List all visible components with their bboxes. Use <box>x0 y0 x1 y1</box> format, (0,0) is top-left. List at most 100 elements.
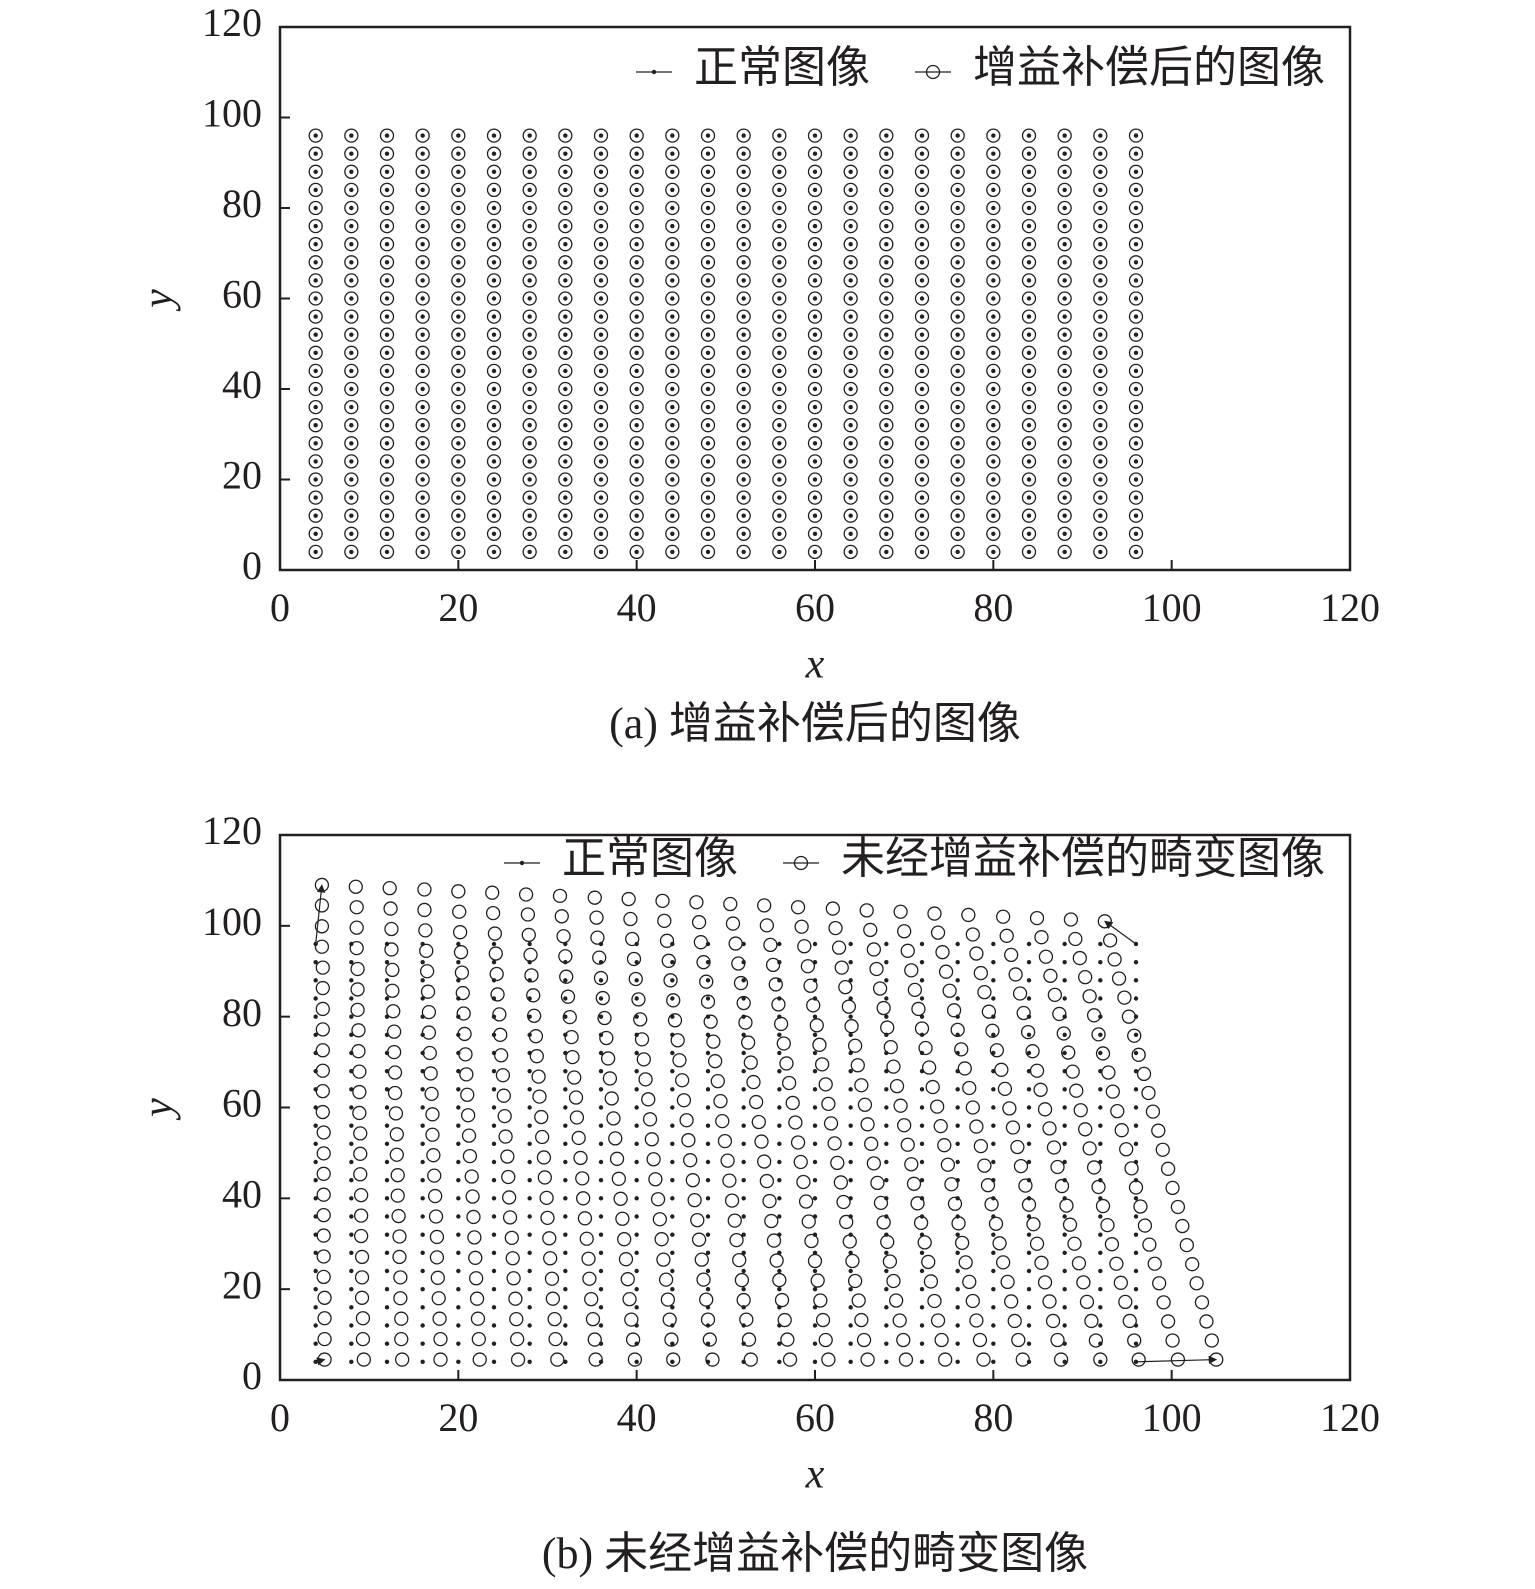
circle-point <box>751 1114 766 1130</box>
circle-point <box>558 309 573 324</box>
circle-point <box>879 381 894 397</box>
circle-point <box>995 1255 1011 1270</box>
dot-point <box>1026 513 1032 518</box>
circle-point <box>720 1153 735 1168</box>
circle-point <box>602 1071 618 1086</box>
dot-point <box>598 1087 604 1092</box>
dot-point <box>919 1159 925 1165</box>
dot-point <box>1062 513 1067 518</box>
circle-point <box>863 922 878 938</box>
circle-point <box>415 237 430 252</box>
circle-point <box>843 146 858 161</box>
circle-point <box>415 399 430 415</box>
circle-point <box>700 544 716 560</box>
dot-point <box>1062 151 1067 156</box>
circle-point <box>522 363 537 379</box>
circle-point <box>1018 1178 1033 1193</box>
y-tick-label: 100 <box>202 91 262 136</box>
dot-point <box>991 513 996 518</box>
circle-point <box>914 146 930 161</box>
circle-point <box>729 1232 744 1248</box>
circle-point <box>1021 381 1037 397</box>
circle-point <box>498 1129 513 1144</box>
y-tick-label: 0 <box>242 1353 262 1398</box>
circle-point <box>486 381 502 397</box>
dot-point <box>741 223 746 229</box>
dot-point <box>884 1323 889 1328</box>
dot-point <box>955 133 960 138</box>
circle-point <box>812 1037 827 1052</box>
dot-point <box>384 459 390 464</box>
dot-point <box>456 423 461 428</box>
x-tick-label: 100 <box>1142 585 1202 630</box>
dot-point <box>491 332 497 337</box>
dot-point <box>955 1087 960 1092</box>
x-axis-label: x <box>805 1452 825 1498</box>
circle-point <box>558 291 573 306</box>
dot-point <box>955 1159 960 1165</box>
dot-point <box>919 368 925 374</box>
dot-point <box>313 205 318 211</box>
circle-point <box>350 1002 365 1018</box>
circle-point <box>703 1014 718 1029</box>
dot-point <box>741 386 746 392</box>
circle-point <box>879 255 894 270</box>
circle-point <box>772 291 787 306</box>
dot-point <box>313 1014 318 1019</box>
dot-point <box>919 332 925 337</box>
circle-point <box>593 472 609 487</box>
dot-point <box>527 1359 532 1365</box>
circle-point <box>950 1022 965 1037</box>
dot-point <box>741 1032 746 1038</box>
circle-point <box>803 978 818 993</box>
circle-point <box>950 327 965 342</box>
circle-point <box>379 381 395 397</box>
dot-point <box>313 1341 318 1346</box>
circle-point <box>308 164 323 179</box>
circle-point <box>938 964 954 979</box>
dot-point <box>456 1159 461 1165</box>
circle-point <box>427 1168 442 1183</box>
dot-point <box>848 1268 853 1274</box>
dot-point <box>527 151 532 156</box>
circle-point <box>1093 399 1108 415</box>
dot-point <box>1098 495 1103 500</box>
dot-point <box>1026 1050 1032 1056</box>
dot-point <box>384 441 390 446</box>
dot-point <box>598 350 604 355</box>
circle-point <box>986 182 1001 198</box>
dot-point <box>491 1286 497 1292</box>
series <box>314 877 1224 1367</box>
dot-point <box>919 1341 925 1346</box>
circle-point <box>851 1293 866 1308</box>
dot-point <box>1098 332 1103 337</box>
dot-point <box>884 386 889 392</box>
dot-point <box>812 1068 818 1074</box>
dot-point <box>527 133 532 138</box>
circle-point <box>492 1007 507 1022</box>
dot-point <box>491 531 497 536</box>
circle-point <box>393 1270 408 1285</box>
dot-point <box>349 1214 354 1219</box>
dot-point <box>848 1359 853 1365</box>
circle-point <box>1165 1180 1180 1196</box>
circle-point <box>486 363 502 379</box>
dot-point <box>1026 1141 1032 1147</box>
dot-point <box>848 242 853 247</box>
circle-point <box>676 1093 692 1108</box>
dot-point <box>812 169 818 174</box>
dot-point <box>705 1050 711 1056</box>
dot-point <box>1026 1123 1032 1128</box>
dot-point <box>741 278 746 283</box>
dot-point <box>670 1177 675 1183</box>
dot-point <box>705 169 711 174</box>
circle-point <box>486 454 502 469</box>
dot-point <box>598 978 604 983</box>
circle-point <box>1057 508 1072 523</box>
circle-point <box>839 1214 854 1230</box>
circle-point <box>558 146 573 161</box>
circle-point <box>534 1109 549 1125</box>
dot-point <box>1133 242 1139 247</box>
plot-frame <box>278 833 1352 1382</box>
y-tick-label: 40 <box>222 1172 262 1217</box>
